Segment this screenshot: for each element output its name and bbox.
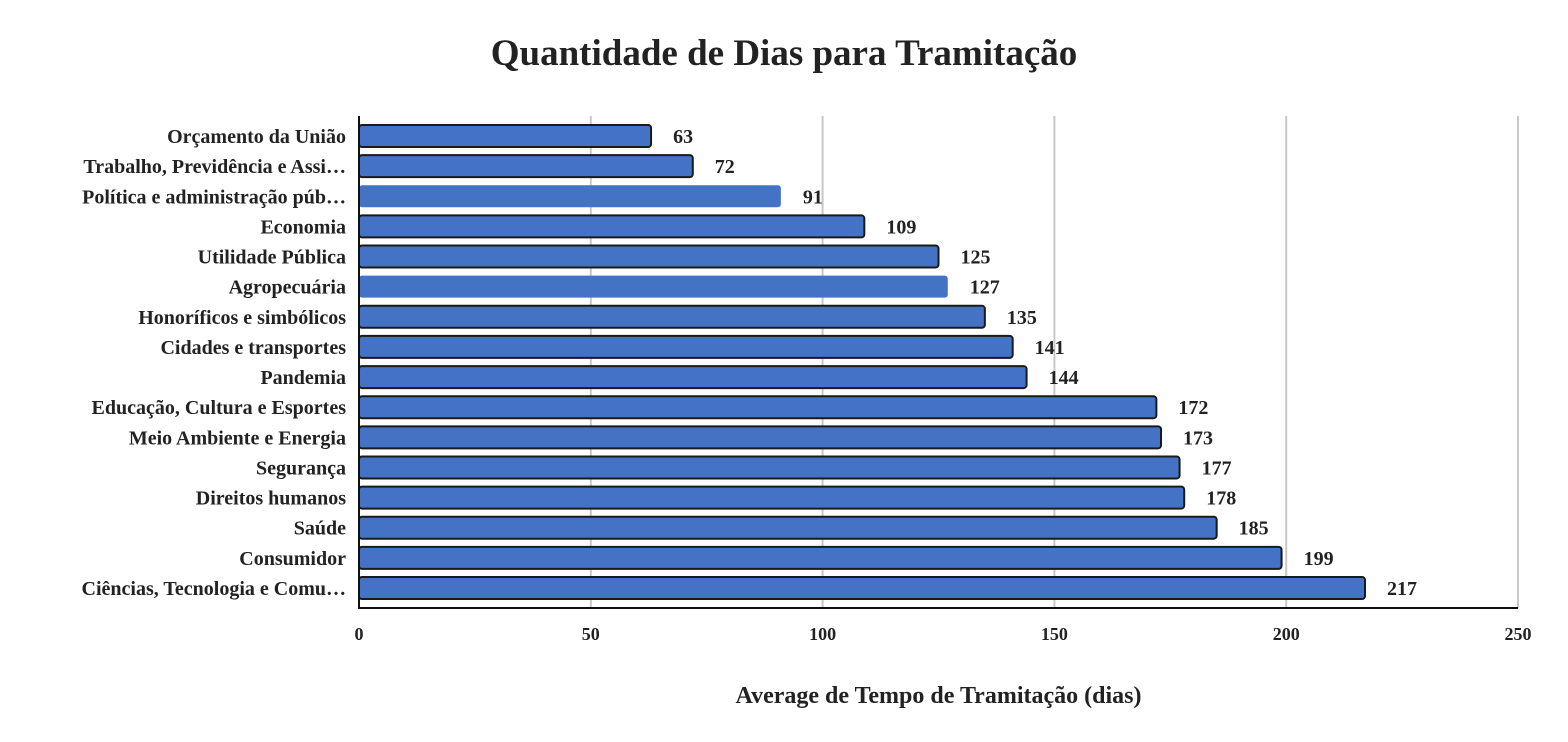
x-tick-label: 200 (1273, 624, 1300, 644)
bar (358, 395, 1158, 420)
bar (358, 124, 653, 148)
data-label: 199 (1304, 548, 1334, 570)
x-tick-label: 100 (809, 624, 836, 644)
data-label: 72 (715, 156, 735, 178)
category-label: Meio Ambiente e Energia (129, 427, 346, 449)
data-label: 173 (1183, 427, 1213, 449)
category-label: Segurança (256, 457, 346, 479)
category-label: Orçamento da União (167, 126, 346, 148)
data-label: 177 (1202, 457, 1232, 479)
bar (358, 576, 1367, 600)
category-label: Utilidade Pública (198, 247, 346, 269)
data-label: 109 (886, 216, 916, 238)
chart-title: Quantidade de Dias para Tramitação (490, 33, 1078, 74)
data-label: 63 (673, 126, 693, 148)
bar (358, 485, 1186, 510)
x-tick-label: 0 (355, 624, 364, 644)
data-label: 185 (1239, 518, 1269, 540)
category-label: Economia (260, 216, 346, 238)
data-label: 178 (1206, 488, 1236, 510)
bar (358, 214, 866, 239)
bar (358, 334, 1014, 359)
data-label: 135 (1007, 307, 1037, 329)
x-tick-label: 50 (582, 624, 600, 644)
category-label: Saúde (294, 518, 346, 540)
category-label: Honoríficos e simbólicos (138, 307, 346, 329)
category-label: Pandemia (260, 367, 346, 389)
data-label: 172 (1178, 397, 1208, 419)
category-label: Educação, Cultura e Esportes (92, 397, 347, 419)
category-label: Ciências, Tecnologia e Comu… (82, 578, 346, 600)
category-label: Trabalho, Previdência e Assi… (83, 156, 346, 178)
category-label: Direitos humanos (196, 488, 346, 510)
bar (358, 515, 1218, 540)
data-label: 127 (970, 277, 1000, 299)
bar (358, 365, 1028, 390)
bar (358, 244, 940, 269)
bar (358, 455, 1181, 480)
category-label: Cidades e transportes (160, 337, 346, 359)
bar (359, 275, 948, 298)
x-tick-label: 250 (1505, 624, 1532, 644)
data-label: 125 (961, 247, 991, 269)
bar (358, 545, 1283, 570)
category-label: Consumidor (239, 548, 346, 570)
data-label: 217 (1387, 578, 1417, 600)
data-label: 91 (803, 186, 823, 208)
data-label: 141 (1035, 337, 1065, 359)
category-label: Agropecuária (229, 277, 346, 299)
data-label: 144 (1049, 367, 1079, 389)
bar (358, 425, 1163, 450)
bar (358, 154, 694, 179)
bar (359, 185, 781, 208)
x-axis-label: Average de Tempo de Tramitação (dias) (735, 683, 1142, 709)
x-tick-label: 150 (1041, 624, 1068, 644)
bar (358, 304, 986, 329)
category-label: Política e administração púb… (82, 186, 346, 208)
